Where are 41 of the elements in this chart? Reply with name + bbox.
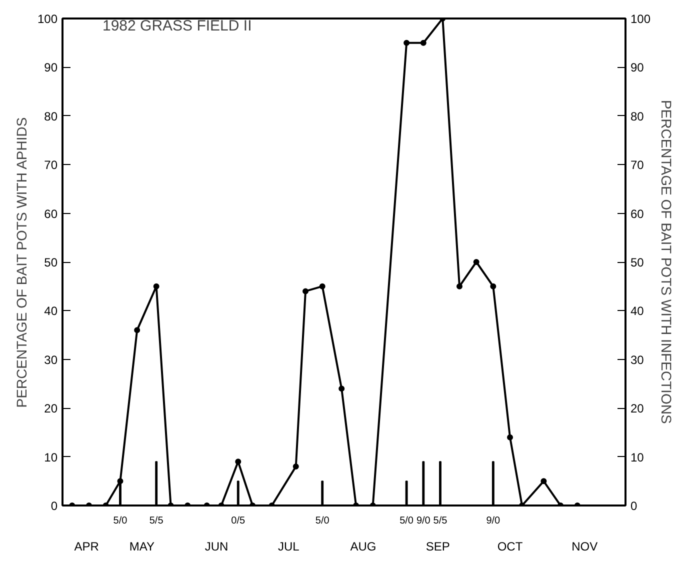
annotation: 5/0 (400, 516, 414, 526)
y-tick-label: 100 (37, 12, 58, 26)
y2-tick-label: 10 (630, 450, 644, 464)
y2-tick-label: 90 (630, 60, 644, 75)
y2-tick-label: 60 (630, 206, 644, 221)
y-tick-label: 10 (44, 450, 58, 464)
y-tick-label: 40 (44, 304, 58, 318)
y-tick-label: 90 (44, 60, 58, 75)
annotation: 1982 GRASS FIELD II (102, 18, 252, 34)
annotation: 0/5 (231, 516, 246, 526)
y-axis-title: PERCENTAGE OF BAIT POTS WITH APHIDS (13, 117, 30, 408)
y2-tick-label: 20 (630, 402, 644, 416)
y2-tick-label: 0 (630, 499, 638, 513)
y-tick-label: 30 (44, 352, 58, 367)
y2-tick-label: 50 (630, 256, 644, 270)
x-tick-label: AUG (350, 540, 376, 554)
y-tick-label: 70 (44, 158, 58, 172)
x-tick-label: JUL (278, 540, 300, 554)
y-tick-label: 20 (44, 402, 58, 416)
y2-tick-label: 80 (630, 109, 644, 124)
y-tick-label: 60 (44, 206, 58, 221)
x-tick-label: SEP (426, 540, 450, 554)
annotation: 5/0 (113, 516, 128, 526)
annotation: 5/0 (315, 516, 330, 526)
annotation: 9/0 (416, 516, 431, 526)
y2-axis-title: PERCENTAGE OF BAIT POTS WITH INFECTIONS (658, 100, 675, 424)
x-tick-label: OCT (497, 540, 524, 554)
annotation: 9/0 (486, 516, 501, 526)
y-tick-label: 0 (50, 499, 58, 513)
y2-tick-label: 40 (630, 304, 644, 318)
y2-tick-label: 100 (630, 12, 651, 26)
x-tick-label: APR (74, 540, 100, 554)
y-tick-label: 50 (44, 256, 58, 270)
x-tick-label: NOV (572, 540, 598, 554)
annotation: 5/5 (433, 516, 448, 526)
y-tick-label: 80 (44, 109, 58, 124)
annotation: 5/5 (149, 516, 164, 526)
x-tick-label: MAY (129, 540, 154, 554)
y2-tick-label: 70 (630, 158, 644, 172)
x-tick-label: JUN (204, 540, 228, 554)
y2-tick-label: 30 (630, 352, 644, 367)
